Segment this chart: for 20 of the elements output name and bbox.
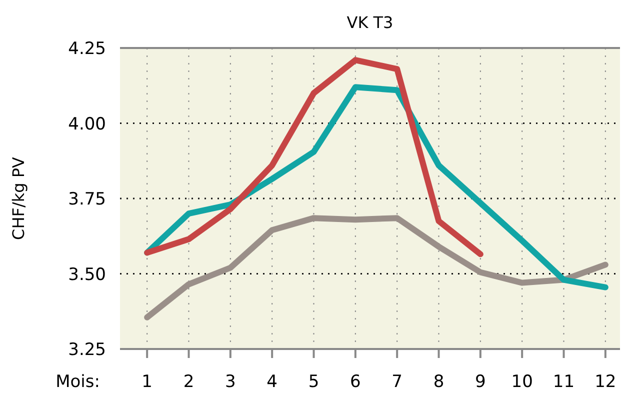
y-tick-label: 3.25 [68,340,106,360]
y-tick-label: 4.00 [68,114,106,134]
y-tick-label: 4.25 [68,39,106,59]
y-axis-title: CHF/kg PV [9,157,28,240]
chart-title: VK T3 [346,13,394,32]
x-tick-label: 10 [511,372,533,392]
x-tick-label: 1 [142,372,152,392]
x-tick-label: 7 [392,372,402,392]
x-axis-title: Mois: [56,372,100,392]
x-tick-label: 8 [433,372,444,392]
x-tick-label: 9 [475,372,486,392]
x-tick-label: 6 [350,372,361,392]
x-tick-label: 3 [225,372,236,392]
x-tick-label: 12 [594,372,616,392]
x-tick-label: 2 [183,372,194,392]
x-tick-label: 4 [266,372,278,392]
y-tick-label: 3.50 [68,264,106,285]
y-tick-label: 3.75 [68,190,106,210]
x-tick-label: 5 [308,372,320,392]
x-tick-label: 11 [552,372,575,392]
